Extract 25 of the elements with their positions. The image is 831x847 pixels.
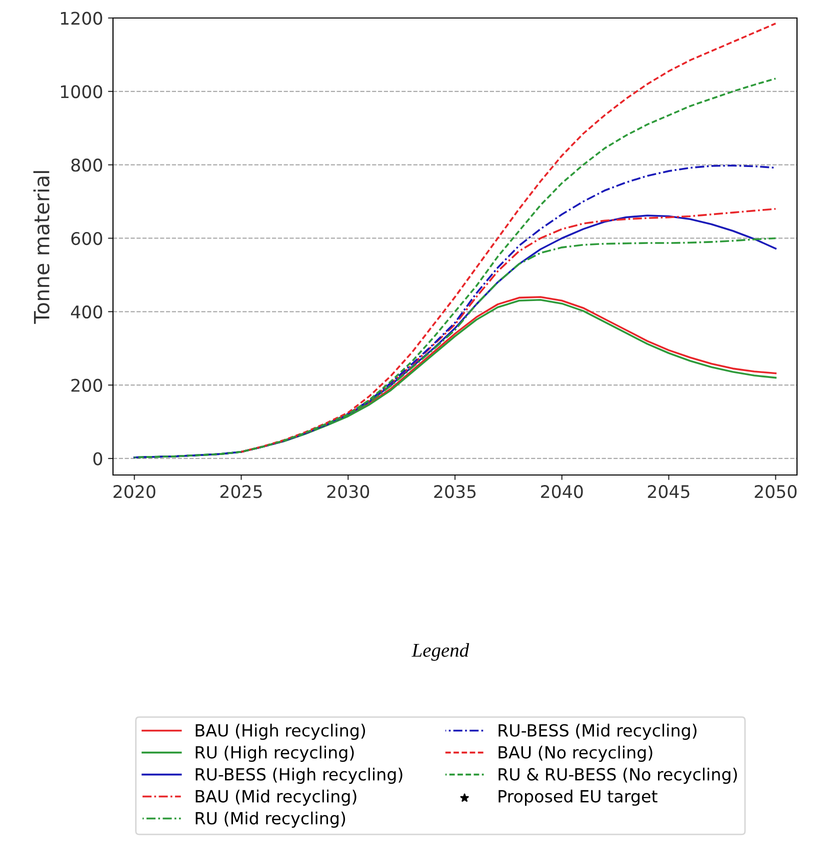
legend-label: BAU (No recycling)	[498, 746, 652, 762]
x-tick-label: 2030	[327, 485, 370, 498]
x-tick-label: 2040	[541, 485, 583, 498]
y-tick-label: 1000	[61, 85, 102, 98]
y-axis-title: Tonne material	[33, 171, 50, 324]
y-tick-label: 800	[71, 158, 102, 172]
legend-label: RU-BESS (Mid recycling)	[498, 724, 696, 740]
legend-label: RU (High recycling)	[196, 746, 354, 762]
y-tick-label: 600	[71, 232, 102, 246]
legend-label: BAU (High recycling)	[196, 724, 366, 740]
legend-label: Proposed EU target	[498, 790, 658, 806]
legend-label: RU & RU-BESS (No recycling)	[498, 768, 737, 784]
x-tick-label: 2050	[754, 485, 797, 498]
y-tick-label: 400	[70, 305, 102, 318]
y-tick-label: 1200	[61, 12, 102, 25]
legend-label: RU-BESS (High recycling)	[196, 768, 402, 784]
y-tick-label: 200	[71, 378, 102, 392]
legend-label: BAU (Mid recycling)	[196, 790, 356, 806]
legend-label: RU (Mid recycling)	[196, 812, 346, 828]
legend-title: Legend	[412, 643, 470, 661]
x-tick-label: 2020	[114, 485, 156, 498]
y-tick-label: 0	[93, 452, 102, 466]
x-tick-label: 2045	[648, 485, 690, 498]
x-tick-label: 2025	[220, 485, 262, 498]
x-tick-label: 2035	[434, 485, 476, 498]
